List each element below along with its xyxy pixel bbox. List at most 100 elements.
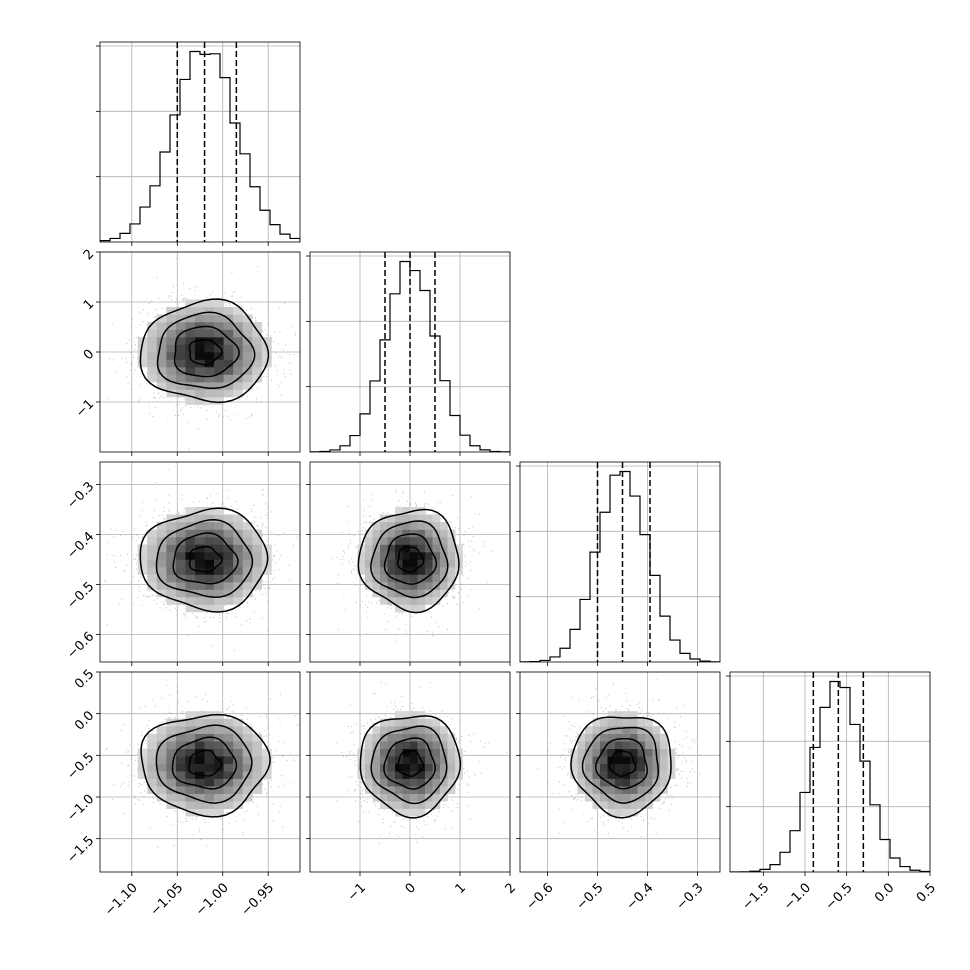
density-cell (600, 801, 608, 809)
density-cell (166, 314, 177, 323)
density-cell (410, 756, 418, 764)
density-cell (447, 748, 456, 757)
density-cell (175, 552, 186, 560)
density-cell (440, 522, 448, 530)
density-cell (195, 529, 205, 538)
density-cell (630, 786, 638, 794)
density-cell (223, 559, 234, 568)
density-cell (195, 763, 205, 772)
density-cell (185, 718, 196, 727)
density-cell (660, 756, 668, 764)
density-cell (395, 808, 403, 817)
density-cell (637, 763, 646, 772)
density-cell (615, 808, 623, 817)
density-cell (645, 733, 653, 742)
density-cell (425, 552, 433, 560)
density-cell (447, 756, 456, 764)
density-cell (410, 514, 418, 523)
panel-3-3: −1.5 −1.0 −0.5 0.0 0.5 (726, 671, 939, 913)
density-cell (214, 322, 224, 330)
density-cell (447, 567, 456, 575)
density-cell (410, 544, 418, 553)
density-cell (570, 756, 578, 764)
density-cell (156, 537, 167, 545)
density-cell (214, 741, 224, 749)
density-cell (402, 763, 411, 772)
density-cell (214, 726, 224, 734)
density-cell (195, 711, 205, 719)
density-cell (156, 733, 167, 742)
density-cell (261, 771, 272, 779)
density-cell (223, 522, 234, 530)
density-cell (204, 589, 215, 598)
density-cell (380, 801, 388, 809)
x-tick-label: −1.05 (148, 880, 187, 919)
density-cell (223, 359, 234, 368)
density-cell (357, 763, 366, 772)
density-cell (592, 801, 601, 809)
density-cell (242, 786, 253, 794)
density-cell (252, 748, 263, 757)
density-cell (252, 367, 263, 375)
density-cell (261, 352, 272, 360)
density-cell (417, 582, 426, 590)
contour-level-0 (188, 338, 223, 366)
density-cell (195, 589, 205, 598)
density-cell (147, 559, 158, 568)
density-cell (214, 367, 224, 375)
density-cell (261, 756, 272, 764)
x-tick-label: −1 (345, 880, 369, 904)
density-cell (600, 748, 608, 757)
density-cell (607, 763, 616, 772)
density-cell (242, 537, 253, 545)
density-cell (592, 756, 601, 764)
density-cell (185, 329, 196, 338)
density-cell (417, 529, 426, 538)
density-cell (214, 382, 224, 390)
density-cell (387, 559, 396, 568)
density-cell (410, 748, 418, 757)
density-cell (357, 756, 366, 764)
density-cell (440, 771, 448, 779)
density-cell (432, 778, 441, 787)
density-cell (185, 529, 196, 538)
density-cell (252, 559, 263, 568)
density-cell (214, 374, 224, 383)
density-cell (432, 537, 441, 545)
density-cell (372, 567, 381, 575)
panel-2-0: −0.6 −0.5 −0.4 −0.3 (64, 461, 301, 666)
contour-level-3 (139, 507, 269, 613)
density-cell (214, 299, 224, 308)
density-cell (380, 537, 388, 545)
density-cell (175, 589, 186, 598)
density-cell (630, 763, 638, 772)
density-cell (147, 741, 158, 749)
density-cell (147, 529, 158, 538)
density-cell (185, 537, 196, 545)
density-cell (233, 514, 244, 523)
density-cell (233, 307, 244, 315)
density-cell (402, 808, 411, 817)
density-cell (185, 778, 196, 787)
density-cell (372, 574, 381, 583)
density-cell (223, 771, 234, 779)
density-2-0 (104, 469, 297, 651)
density-cell (425, 741, 433, 749)
density-cell (252, 763, 263, 772)
y-tick-label: 2 (81, 247, 97, 263)
contour-level-2 (370, 520, 449, 599)
density-cell (204, 299, 215, 308)
density-cell (233, 793, 244, 802)
density-cell (233, 314, 244, 323)
density-cell (402, 507, 411, 515)
density-cell (156, 726, 167, 734)
density-cell (223, 589, 234, 598)
density-cell (252, 733, 263, 742)
density-cell (607, 778, 616, 787)
density-cell (204, 322, 215, 330)
contour-level-1 (171, 736, 238, 790)
density-cell (185, 507, 196, 515)
density-cell (166, 778, 177, 787)
density-cell (233, 382, 244, 390)
density-cell (223, 801, 234, 809)
